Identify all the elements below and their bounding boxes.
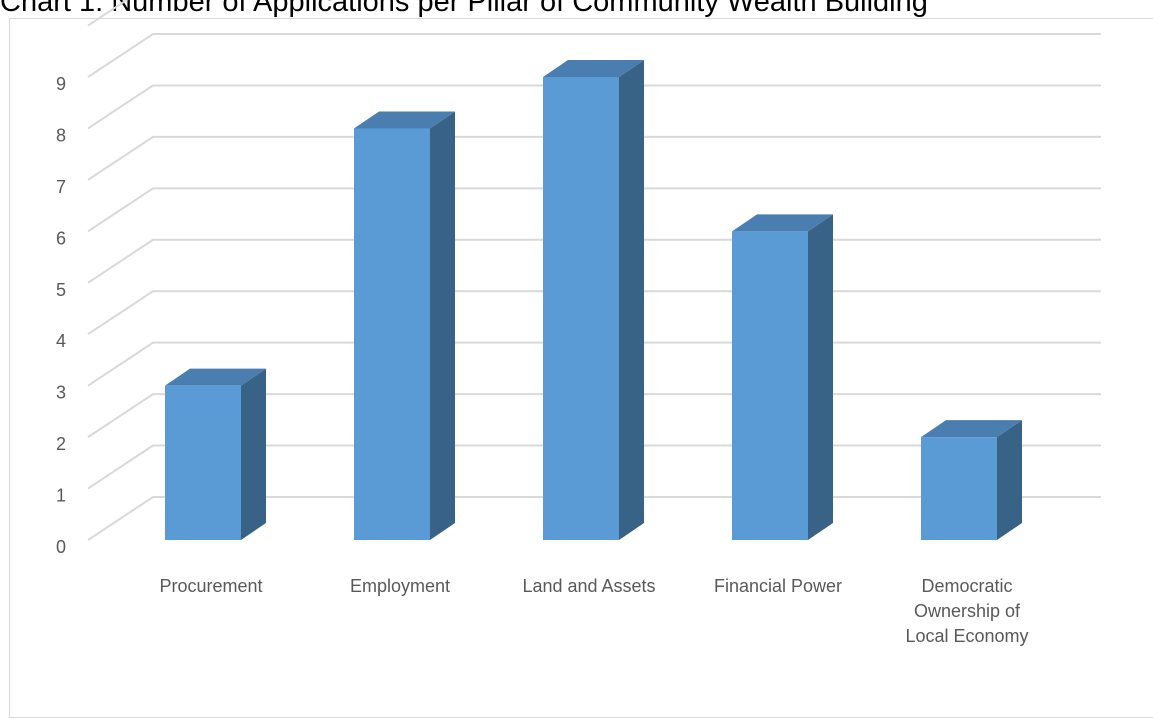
bar-front	[165, 385, 241, 540]
y-tick-label: 6	[56, 228, 66, 248]
bar	[543, 60, 644, 540]
y-tick-label: 8	[56, 125, 66, 145]
y-tick-label: 0	[56, 537, 66, 557]
category-label: Land and Assets	[522, 576, 655, 596]
bar-side	[997, 420, 1022, 540]
category-label: Democratic Ownership of Local Economy	[905, 576, 1028, 646]
bars	[165, 60, 1022, 541]
gridline	[87, 0, 129, 27]
y-tick-label: 3	[56, 383, 66, 403]
bar-top	[732, 214, 833, 232]
y-tick-label: 4	[56, 331, 66, 351]
bar	[354, 111, 455, 540]
category-label: Employment	[350, 576, 450, 596]
bar	[921, 420, 1022, 540]
y-axis-ticks: 0 1 2 3 4 5 6 7 8 9	[56, 74, 66, 557]
category-label: Procurement	[159, 576, 262, 596]
category-label: Financial Power	[714, 576, 842, 596]
gridline	[87, 84, 1101, 130]
x-axis-categories: Procurement Employment Land and Assets Fina…	[159, 576, 1028, 646]
gridline	[87, 33, 1101, 78]
bar-side	[808, 214, 833, 541]
bar-side	[430, 111, 455, 540]
bar-front	[921, 437, 997, 540]
bar-front	[354, 128, 430, 540]
chart-title: Chart 1: Number of Applications per Pill…	[0, 0, 928, 18]
bar-side	[619, 60, 644, 540]
bar	[732, 214, 833, 541]
y-tick-label: 7	[56, 177, 66, 197]
bar-top	[921, 420, 1022, 438]
column-chart: 0 1 2 3 4 5 6 7 8 9 Procurement Employment Land and…	[56, 0, 1101, 646]
bar-top	[354, 111, 455, 129]
bar-top	[543, 60, 644, 77]
y-tick-label: 2	[56, 434, 66, 454]
bar	[165, 368, 266, 540]
bar-side	[241, 368, 266, 540]
gridline	[87, 135, 1101, 181]
bar-front	[543, 77, 619, 540]
y-tick-label: 1	[56, 486, 66, 506]
bar-top	[165, 368, 266, 386]
bar-front	[732, 231, 808, 541]
y-tick-label: 5	[56, 280, 66, 300]
y-tick-label: 9	[56, 74, 66, 94]
gridline	[87, 187, 1101, 233]
